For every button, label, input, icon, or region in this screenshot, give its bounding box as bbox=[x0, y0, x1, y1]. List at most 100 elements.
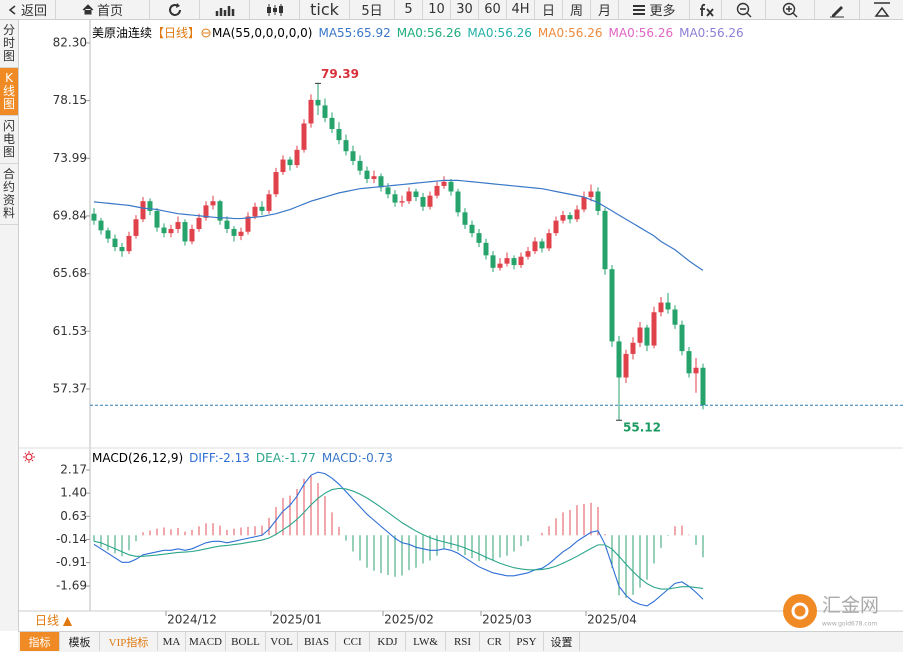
candle-body bbox=[567, 215, 573, 220]
candle-body bbox=[147, 201, 153, 211]
candle-body bbox=[672, 309, 678, 325]
side-tab[interactable]: 闪电图 bbox=[0, 116, 18, 164]
chart-title: 美原油连续 bbox=[92, 26, 153, 40]
home-button[interactable]: 首页 bbox=[56, 0, 150, 19]
candle-body bbox=[539, 241, 545, 249]
candle-chart-button[interactable] bbox=[250, 0, 300, 19]
candle-body bbox=[273, 172, 279, 195]
indicator-tabs: 指标 模板 VIP指标 MA MACD BOLL VOL BIAS CCI KD… bbox=[18, 631, 903, 652]
back-button[interactable]: 返回 bbox=[0, 0, 56, 19]
candle-body bbox=[133, 219, 139, 236]
candle-body bbox=[357, 160, 363, 171]
candle-body bbox=[280, 159, 286, 173]
period-button[interactable]: 5 bbox=[395, 0, 423, 19]
indicator-label: MA(55,0,0,0,0,0) bbox=[212, 25, 313, 40]
x-tick-label: 2025/03 bbox=[482, 613, 532, 627]
logo-site: www.gold678.com bbox=[822, 621, 877, 628]
tab[interactable]: CR bbox=[480, 632, 510, 651]
price-legend: 美原油连续 【日线】 MA(55,0,0,0,0,0) MA55:65.92 M… bbox=[92, 24, 744, 41]
side-tab[interactable]: 分时图 bbox=[0, 20, 18, 68]
candle-body bbox=[224, 220, 230, 229]
period-button[interactable]: 60 bbox=[479, 0, 507, 19]
tab[interactable]: MACD bbox=[186, 632, 226, 651]
period-button[interactable]: tick bbox=[300, 0, 350, 19]
zoom-out-button[interactable] bbox=[722, 0, 766, 19]
macd-icon bbox=[23, 451, 35, 463]
period-button[interactable]: 月 bbox=[591, 0, 619, 19]
candle-body bbox=[553, 220, 559, 234]
candle-body bbox=[427, 195, 433, 207]
candle-body bbox=[385, 187, 391, 195]
candle-body bbox=[231, 228, 237, 236]
bar-chart-button[interactable] bbox=[200, 0, 250, 19]
legend-group: 美原油连续 【日线】 MA(55,0,0,0,0,0) bbox=[92, 24, 312, 41]
candle-body bbox=[490, 255, 496, 268]
candle-body bbox=[560, 215, 566, 221]
tab[interactable]: PSY bbox=[510, 632, 544, 651]
tab[interactable]: MA bbox=[158, 632, 186, 651]
settings-icon[interactable] bbox=[200, 27, 212, 39]
candle-body bbox=[196, 217, 202, 229]
candle-body bbox=[336, 129, 342, 141]
side-tab[interactable]: K线图 bbox=[0, 68, 18, 116]
draw-button[interactable] bbox=[815, 0, 860, 19]
tab[interactable]: BIAS bbox=[298, 632, 336, 651]
candle-body bbox=[259, 206, 265, 211]
side-tab[interactable]: 合约资料 bbox=[0, 164, 18, 225]
candle-body bbox=[679, 324, 685, 352]
candle-body bbox=[252, 206, 258, 217]
candle-body bbox=[574, 209, 580, 220]
candle-body bbox=[588, 191, 594, 198]
period-button[interactable]: 4H bbox=[507, 0, 535, 19]
candle-body bbox=[469, 224, 475, 234]
candle-body bbox=[182, 222, 188, 242]
tab[interactable]: BOLL bbox=[226, 632, 266, 651]
candle-body bbox=[203, 205, 209, 218]
legend-entry: MA0:56.26 bbox=[396, 25, 462, 40]
tab[interactable]: CCI bbox=[336, 632, 370, 651]
candle-body bbox=[350, 151, 356, 161]
candle-body bbox=[364, 170, 370, 179]
candle-body bbox=[105, 230, 111, 239]
y-tick-label: 2.17 bbox=[60, 463, 87, 477]
zoom-in-button[interactable] bbox=[766, 0, 815, 19]
candle-body bbox=[630, 342, 636, 354]
candle-body bbox=[434, 185, 440, 196]
tab[interactable]: RSI bbox=[446, 632, 480, 651]
candle-body bbox=[294, 149, 300, 166]
candle-body bbox=[637, 327, 643, 343]
period-button[interactable]: 5日 bbox=[350, 0, 395, 19]
tab[interactable]: LW& bbox=[406, 632, 446, 651]
tab[interactable]: VOL bbox=[266, 632, 298, 651]
candle-body bbox=[462, 212, 468, 225]
period-label: 【日线】 bbox=[152, 26, 201, 40]
tab[interactable]: KDJ bbox=[370, 632, 406, 651]
tab[interactable]: 模板 bbox=[60, 632, 100, 651]
period-button[interactable]: 日 bbox=[535, 0, 563, 19]
formula-button[interactable] bbox=[690, 0, 722, 19]
candle-body bbox=[595, 191, 601, 211]
candle-body bbox=[602, 210, 608, 270]
tab[interactable]: VIP指标 bbox=[100, 632, 158, 651]
period-button[interactable]: 10 bbox=[423, 0, 451, 19]
collapse-button[interactable] bbox=[860, 0, 903, 19]
y-tick-label: -0.14 bbox=[56, 532, 87, 546]
candle-body bbox=[315, 99, 321, 106]
candle-body bbox=[616, 341, 622, 378]
candle-body bbox=[497, 263, 503, 268]
legend-entry: MA0:56.26 bbox=[467, 25, 532, 40]
period-button[interactable]: 周 bbox=[563, 0, 591, 19]
candle-body bbox=[217, 201, 223, 221]
candle-body bbox=[168, 228, 174, 234]
macd-line bbox=[93, 471, 704, 607]
more-button[interactable]: 更多 bbox=[619, 0, 690, 19]
tab[interactable]: 设置 bbox=[544, 632, 580, 651]
tab[interactable]: 指标 bbox=[20, 632, 60, 651]
legend-entry: MACD:-0.73 bbox=[321, 451, 393, 465]
period-switch[interactable]: 日线 ▲ bbox=[35, 614, 73, 628]
period-button[interactable]: 30 bbox=[451, 0, 479, 19]
indicator-label: MACD(26,12,9) bbox=[92, 451, 184, 465]
refresh-button[interactable] bbox=[150, 0, 200, 19]
y-tick-label: 1.40 bbox=[60, 486, 87, 500]
